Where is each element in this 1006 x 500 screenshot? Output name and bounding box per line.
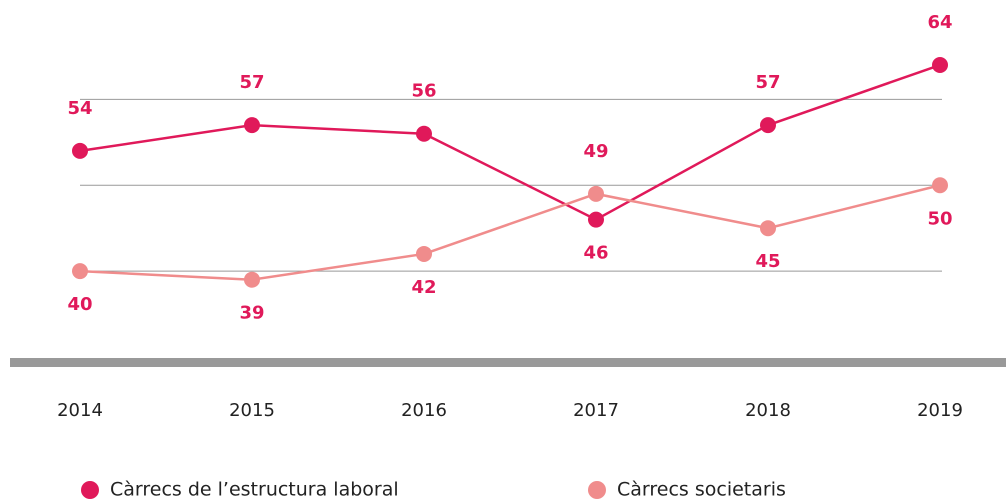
legend-label: Càrrecs societaris [617,479,786,500]
x-tick-label: 2017 [573,400,619,421]
data-point [244,271,260,288]
data-point [760,117,776,134]
data-label: 46 [583,243,608,264]
data-label: 57 [239,72,264,93]
data-label: 42 [411,277,436,298]
data-label: 45 [755,251,780,272]
data-label: 56 [411,81,436,102]
data-point [760,220,776,237]
data-label: 54 [67,98,92,119]
x-tick-label: 2014 [57,400,103,421]
data-label: 49 [583,141,608,162]
x-tick-label: 2016 [401,400,447,421]
series-line [79,184,941,281]
series-line [79,63,941,222]
data-point [932,57,948,74]
data-point [416,125,432,142]
x-axis-bar [10,358,1006,367]
data-point [416,245,432,262]
data-point [588,211,604,228]
data-point [72,263,88,280]
legend-marker [81,481,99,499]
x-tick-label: 2018 [745,400,791,421]
x-tick-label: 2015 [229,400,275,421]
data-point [588,185,604,202]
legend-label: Càrrecs de l’estructura laboral [110,479,399,500]
data-point [72,142,88,159]
data-label: 40 [67,294,92,315]
legend-marker [588,481,606,499]
data-point [244,117,260,134]
data-point [932,177,948,194]
data-label: 57 [755,72,780,93]
data-label: 50 [927,208,952,229]
data-label: 39 [239,303,264,324]
x-tick-label: 2019 [917,400,963,421]
data-label: 64 [927,12,952,33]
